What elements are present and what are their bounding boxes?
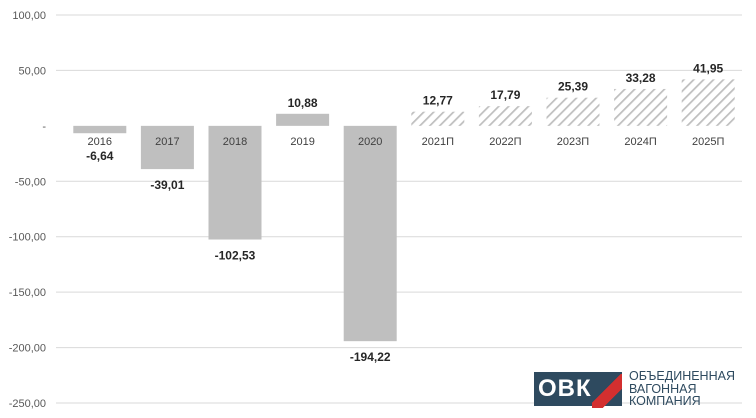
- x-tick-label: 2016: [88, 136, 112, 148]
- logo-name-line-2: ВАГОННАЯ: [629, 381, 697, 396]
- data-label: -6,64: [86, 149, 114, 163]
- forecast-bar: [546, 97, 600, 126]
- bar: [208, 125, 262, 240]
- y-tick-label: -: [42, 121, 46, 133]
- logo-mark-text: ОВК: [538, 375, 592, 402]
- logo-name-line-1: ОБЪЕДИНЕННАЯ: [629, 369, 735, 383]
- data-label: 10,88: [288, 96, 318, 110]
- forecast-bar: [478, 106, 532, 126]
- x-tick-label: 2017: [155, 136, 179, 148]
- y-tick-label: -200,00: [9, 343, 46, 355]
- x-tick-label: 2018: [223, 136, 247, 148]
- company-logo: ОВК ОБЪЕДИНЕННАЯ ВАГОННАЯ КОМПАНИЯ: [534, 370, 756, 410]
- x-tick-label: 2019: [290, 136, 314, 148]
- logo-company-name: ОБЪЕДИНЕННАЯ ВАГОННАЯ КОМПАНИЯ: [629, 370, 735, 408]
- data-label: 41,95: [693, 61, 723, 75]
- data-label: -39,01: [150, 178, 184, 192]
- y-axis: 100,00 50,00 - -50,00 -100,00 -150,00 -200,00 -…: [9, 10, 47, 410]
- x-tick-label: 2020: [358, 136, 382, 148]
- logo-name-line-3: КОМПАНИЯ: [629, 394, 701, 408]
- y-tick-label: -250,00: [9, 398, 46, 410]
- data-label: -102,53: [215, 249, 256, 263]
- forecast-bar: [614, 88, 668, 126]
- y-tick-label: -50,00: [15, 176, 46, 188]
- bars: [73, 79, 735, 342]
- bar: [276, 113, 330, 126]
- logo-red-stripe: [592, 374, 622, 408]
- data-labels: -6,64 -39,01 -102,53 10,88 -194,22 12,77 17,79…: [86, 61, 723, 364]
- x-axis-labels: 2016 2017 2018 2019 2020 2021П 2022П 2023П 2024П…: [88, 136, 725, 148]
- data-label: 12,77: [423, 94, 453, 108]
- bar: [343, 125, 397, 342]
- data-label: 25,39: [558, 80, 588, 94]
- y-tick-label: -150,00: [9, 287, 46, 299]
- y-tick-label: 50,00: [18, 65, 46, 77]
- bar: [73, 125, 127, 134]
- x-tick-label: 2021П: [422, 136, 454, 148]
- bar: [140, 125, 194, 170]
- y-tick-label: 100,00: [12, 10, 46, 22]
- x-tick-label: 2022П: [489, 136, 521, 148]
- x-tick-label: 2023П: [557, 136, 589, 148]
- gridlines: [56, 14, 742, 404]
- y-tick-label: -100,00: [9, 232, 46, 244]
- data-label: -194,22: [350, 350, 391, 364]
- forecast-bar: [411, 111, 465, 126]
- x-tick-label: 2025П: [692, 136, 724, 148]
- data-label: 17,79: [490, 88, 520, 102]
- logo-mark: ОВК: [534, 372, 622, 408]
- forecast-bar: [681, 79, 735, 126]
- data-label: 33,28: [626, 71, 656, 85]
- x-tick-label: 2024П: [624, 136, 656, 148]
